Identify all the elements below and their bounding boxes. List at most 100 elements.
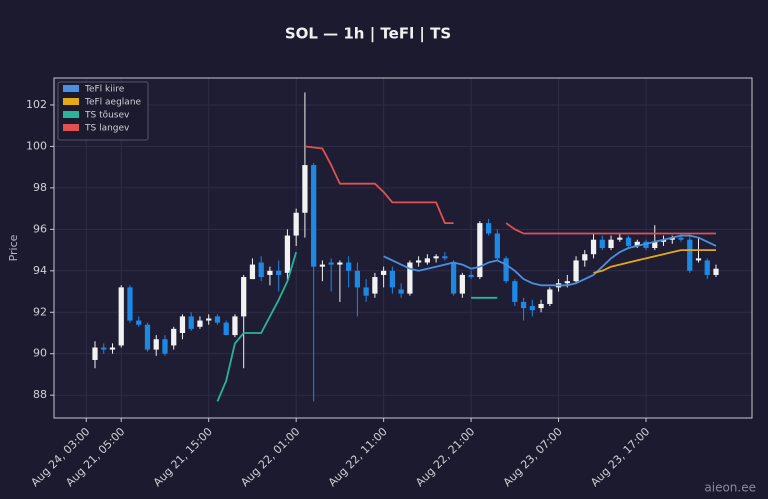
y-axis-label: Price	[7, 234, 20, 261]
candle-body	[101, 347, 107, 350]
candle-body	[144, 324, 151, 350]
candle-body	[92, 347, 98, 360]
line-series	[383, 234, 717, 287]
candle-body	[109, 347, 116, 350]
candle-body	[573, 260, 579, 282]
candle-body	[503, 258, 509, 282]
legend-label: TeFl aeglane	[84, 98, 142, 108]
candle-body	[127, 287, 133, 321]
y-tick-label: 100	[26, 139, 47, 152]
candle-body	[625, 237, 632, 246]
watermark: aieon.ee	[704, 481, 756, 495]
candle-body	[643, 241, 649, 248]
y-tick-label: 90	[33, 347, 47, 360]
candle-body	[249, 264, 256, 280]
candle-body	[276, 270, 282, 275]
candle-body	[284, 235, 291, 273]
candle-body	[678, 237, 684, 240]
candle-body	[214, 316, 221, 323]
candle-body	[512, 281, 518, 302]
candle-body	[389, 270, 396, 288]
candle-body	[337, 262, 343, 265]
candle-body	[538, 303, 544, 309]
candle-body	[206, 318, 212, 321]
candle-body	[547, 289, 553, 304]
candle-body	[232, 316, 238, 336]
candle-body	[704, 260, 710, 275]
candle-body	[450, 262, 457, 294]
line-series	[216, 251, 498, 402]
candle-body	[267, 270, 273, 275]
plot-border	[53, 77, 753, 419]
legend-label: TS langev	[84, 124, 130, 134]
candle-body	[485, 223, 492, 234]
candle-body	[634, 241, 640, 246]
y-tick-label: 98	[33, 181, 47, 194]
legend-swatch	[63, 124, 79, 131]
candle-body	[162, 339, 168, 354]
line-series	[593, 249, 716, 274]
candle-body	[669, 237, 675, 240]
candle-body	[468, 274, 474, 278]
candle-body	[328, 262, 334, 265]
candle-body	[424, 258, 430, 263]
candle-body	[241, 277, 247, 317]
candle-body	[564, 281, 570, 284]
candle-body	[302, 165, 308, 213]
candle-body	[319, 264, 326, 267]
candle-body	[695, 258, 702, 261]
candle-body	[311, 165, 317, 267]
y-tick-label: 96	[33, 222, 47, 235]
y-tick-label: 102	[26, 98, 47, 111]
candle-body	[713, 268, 719, 275]
candle-body	[372, 277, 378, 294]
candle-body	[171, 328, 177, 346]
candle-body	[381, 270, 387, 275]
candle-body	[354, 270, 361, 288]
candle-body	[433, 256, 439, 259]
legend-swatch	[63, 111, 79, 118]
candle-body	[652, 241, 658, 248]
candle-body	[494, 233, 500, 259]
candle-body	[188, 316, 194, 329]
candle-body	[599, 239, 605, 248]
candle-body	[179, 316, 186, 333]
chart-title: SOL — 1h | TeFl | TS	[285, 25, 451, 44]
candle-body	[687, 239, 693, 271]
candle-body	[520, 301, 527, 309]
candle-body	[136, 320, 142, 325]
line-series	[304, 145, 716, 235]
candle-body	[197, 320, 203, 327]
legend-box	[57, 81, 149, 141]
candle-body	[118, 287, 124, 346]
candle-body	[223, 322, 229, 336]
legend-swatch	[63, 98, 79, 105]
candle-body	[477, 223, 483, 278]
candle-body	[363, 287, 369, 296]
candle-body	[590, 239, 597, 255]
candle-body	[407, 262, 413, 294]
legend-label: TeFl kiire	[84, 85, 125, 95]
candle-body	[258, 262, 264, 278]
candle-body	[608, 239, 614, 248]
plot-area	[54, 78, 752, 418]
candle-body	[398, 289, 404, 294]
candle-body	[660, 239, 667, 242]
candle-body	[617, 237, 623, 240]
legend-swatch	[63, 85, 79, 92]
y-tick-label: 88	[33, 388, 47, 401]
candle-body	[529, 306, 535, 311]
candle-body	[459, 274, 465, 294]
candle-body	[415, 260, 422, 263]
candle-body	[293, 212, 299, 236]
y-tick-label: 92	[33, 305, 47, 318]
legend: TeFl kiire TeFl aeglane TS tõusev TS langev	[57, 81, 149, 141]
candle-body	[582, 254, 588, 261]
candle-body	[346, 262, 352, 271]
legend-label: TS tõusev	[84, 111, 130, 121]
candle-body	[153, 339, 159, 350]
y-tick-label: 94	[33, 264, 47, 277]
candle-body	[442, 256, 448, 259]
